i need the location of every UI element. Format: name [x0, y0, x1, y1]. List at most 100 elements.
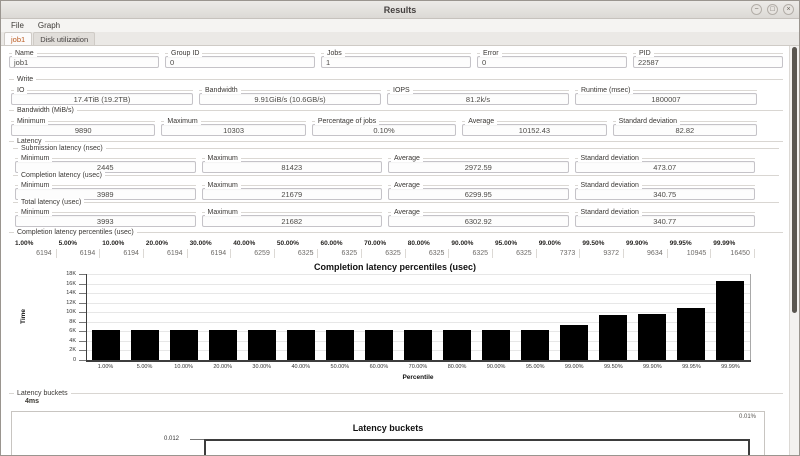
percentile-value[interactable]: 16450: [711, 249, 755, 258]
entry-average[interactable]: 6302.92: [388, 215, 569, 227]
percentile-value[interactable]: 6325: [449, 249, 494, 258]
field-frame-line: [311, 121, 457, 122]
x-tick-label: 95.00%: [525, 364, 545, 370]
field-label-minimum: Minimum: [14, 118, 49, 125]
entry-percentage-of-jobs[interactable]: 0.10%: [311, 124, 457, 136]
chart-bar-99-50: [599, 315, 628, 360]
job-summary-row: Name job1 Group ID 0 Jobs 1 Error 0 PID 22587: [9, 50, 783, 68]
chart-bar-80-00: [443, 329, 472, 360]
field-label-bandwidth: Bandwidth: [202, 87, 241, 94]
minimize-button[interactable]: −: [751, 4, 762, 15]
x-tick-label: 90.00%: [486, 364, 506, 370]
tab-job1[interactable]: job1: [4, 32, 33, 45]
entry-runtime-msec[interactable]: 1800007: [575, 93, 757, 105]
field-average: Average 6299.95: [388, 182, 569, 200]
percentile-value[interactable]: 6194: [100, 249, 144, 258]
field-label-standard-deviation: Standard deviation: [577, 155, 642, 162]
entry-error[interactable]: 0: [477, 56, 627, 68]
field-group-id: Group ID 0: [165, 50, 315, 68]
percentile-value[interactable]: 6325: [362, 249, 406, 258]
entry-minimum[interactable]: 3993: [15, 215, 196, 227]
percentile-header: 30.00%: [189, 240, 212, 247]
percentile-value[interactable]: 6194: [13, 249, 57, 258]
percentile-value[interactable]: 6194: [144, 249, 188, 258]
menu-file[interactable]: File: [11, 21, 24, 30]
vertical-scrollbar[interactable]: [789, 46, 799, 455]
field-frame-line: [574, 158, 755, 159]
percentile-value[interactable]: 10945: [668, 249, 712, 258]
field-frame-line: [11, 121, 156, 122]
percentile-col-40-00: 40.00% 6259: [231, 239, 275, 258]
field-frame-line: [199, 90, 381, 91]
bucket-ytick-dash: [190, 439, 204, 440]
percentile-header: 70.00%: [364, 240, 387, 247]
entry-maximum[interactable]: 21682: [201, 215, 382, 227]
tab-disk-utilization[interactable]: Disk utilization: [33, 32, 96, 45]
entry-standard-deviation[interactable]: 473.07: [574, 161, 755, 173]
field-label-iops: IOPS: [390, 87, 413, 94]
completion-latency-label: Completion latency (usec): [18, 172, 105, 179]
entry-name[interactable]: job1: [9, 56, 159, 68]
y-tick-label: 4K: [69, 337, 76, 344]
entry-maximum[interactable]: 81423: [201, 161, 382, 173]
field-label-standard-deviation: Standard deviation: [615, 118, 681, 125]
results-scroll-area: Name job1 Group ID 0 Jobs 1 Error 0 PID 22587 Wri…: [1, 46, 799, 455]
maximize-button[interactable]: □: [767, 4, 778, 15]
percentile-header: 1.00%: [15, 240, 34, 247]
field-label-average: Average: [391, 209, 423, 216]
scrollbar-thumb[interactable]: [792, 47, 797, 313]
field-minimum: Minimum 2445: [15, 155, 196, 173]
field-frame-line: [201, 158, 382, 159]
percentile-value[interactable]: 6259: [231, 249, 275, 258]
entry-maximum[interactable]: 21679: [201, 188, 382, 200]
y-tick-label: 12K: [66, 299, 76, 306]
percentile-value[interactable]: 7373: [537, 249, 581, 258]
completion-latency-row: Minimum 3989 Maximum 21679 Average 6299.95 Sta…: [15, 182, 755, 200]
percentile-value[interactable]: 6325: [493, 249, 537, 258]
percentiles-frame-label: Completion latency percentiles (usec): [14, 229, 137, 236]
entry-minimum[interactable]: 2445: [15, 161, 196, 173]
entry-average[interactable]: 10152.43: [462, 124, 607, 136]
entry-pid[interactable]: 22587: [633, 56, 783, 68]
percentile-value[interactable]: 9372: [580, 249, 624, 258]
entry-group-id[interactable]: 0: [165, 56, 315, 68]
field-maximum: Maximum 21682: [201, 209, 382, 227]
percentile-col-99-00: 99.00% 7373: [537, 239, 581, 258]
entry-minimum[interactable]: 9890: [11, 124, 156, 136]
entry-average[interactable]: 2972.59: [388, 161, 569, 173]
chart-bar-90-00: [482, 329, 511, 360]
entry-minimum[interactable]: 3989: [15, 188, 196, 200]
window-controls: − □ ×: [751, 4, 794, 15]
y-tick-label: 2K: [69, 347, 76, 354]
entry-jobs[interactable]: 1: [321, 56, 471, 68]
percentile-value[interactable]: 6325: [275, 249, 319, 258]
entry-standard-deviation[interactable]: 340.75: [574, 188, 755, 200]
close-button[interactable]: ×: [783, 4, 794, 15]
entry-average[interactable]: 6299.95: [388, 188, 569, 200]
menu-graph[interactable]: Graph: [37, 21, 61, 30]
entry-standard-deviation[interactable]: 82.82: [612, 124, 758, 136]
percentile-col-10-00: 10.00% 6194: [100, 239, 144, 258]
entry-io[interactable]: 17.4TiB (19.2TB): [11, 93, 193, 105]
x-tick-label: 20.00%: [213, 364, 233, 370]
entry-maximum[interactable]: 10303: [161, 124, 306, 136]
entry-bandwidth[interactable]: 9.91GiB/s (10.6GB/s): [199, 93, 381, 105]
percentile-value[interactable]: 6325: [318, 249, 363, 258]
percentile-col-20-00: 20.00% 6194: [144, 239, 188, 258]
percentile-value[interactable]: 6325: [406, 249, 450, 258]
title-bar[interactable]: Results − □ ×: [1, 1, 799, 19]
x-tick-label: 10.00%: [174, 364, 193, 370]
field-standard-deviation: Standard deviation 82.82: [612, 118, 758, 136]
y-axis-label: Time: [20, 308, 28, 325]
percentile-value[interactable]: 6194: [57, 249, 101, 258]
field-frame-line: [388, 158, 569, 159]
percentile-value[interactable]: 6194: [188, 249, 232, 258]
field-frame-line: [388, 185, 569, 186]
percentile-value[interactable]: 9634: [624, 249, 668, 258]
field-average: Average 2972.59: [388, 155, 569, 173]
gridline: [86, 283, 750, 285]
entry-iops[interactable]: 81.2k/s: [387, 93, 569, 105]
latency-buckets-chart: 0.01% Latency buckets 0.012: [11, 411, 765, 455]
entry-standard-deviation[interactable]: 340.77: [574, 215, 755, 227]
